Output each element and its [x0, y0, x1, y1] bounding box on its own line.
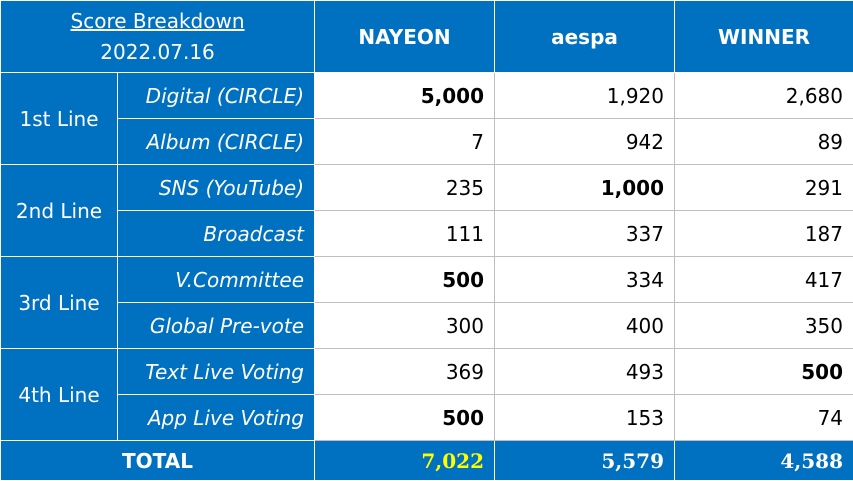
score-cell: 493	[495, 349, 675, 395]
table-row: 2nd Line SNS (YouTube) 235 1,000 291	[1, 165, 853, 211]
score-cell: 7	[315, 119, 495, 165]
table-title: Score Breakdown	[1, 6, 314, 37]
artist-header-winner: WINNER	[675, 1, 853, 73]
table-date: 2022.07.16	[1, 37, 314, 68]
score-cell: 153	[495, 395, 675, 441]
table-row: Broadcast 111 337 187	[1, 211, 853, 257]
line-label-3: 3rd Line	[1, 257, 118, 349]
score-cell: 500	[315, 257, 495, 303]
score-cell: 187	[675, 211, 853, 257]
score-cell: 369	[315, 349, 495, 395]
score-cell: 111	[315, 211, 495, 257]
header-row: Score Breakdown 2022.07.16 NAYEON aespa …	[1, 1, 853, 73]
category-label: V.Committee	[118, 257, 315, 303]
category-label: SNS (YouTube)	[118, 165, 315, 211]
score-cell: 74	[675, 395, 853, 441]
score-cell: 400	[495, 303, 675, 349]
category-label: Text Live Voting	[118, 349, 315, 395]
category-label: Album (CIRCLE)	[118, 119, 315, 165]
table-row: 4th Line Text Live Voting 369 493 500	[1, 349, 853, 395]
score-cell: 350	[675, 303, 853, 349]
score-cell: 1,920	[495, 73, 675, 119]
total-aespa: 5,579	[495, 441, 675, 481]
artist-header-aespa: aespa	[495, 1, 675, 73]
category-label: App Live Voting	[118, 395, 315, 441]
score-cell: 334	[495, 257, 675, 303]
score-cell: 2,680	[675, 73, 853, 119]
total-label: TOTAL	[1, 441, 315, 481]
line-label-4: 4th Line	[1, 349, 118, 441]
category-label: Digital (CIRCLE)	[118, 73, 315, 119]
score-cell: 5,000	[315, 73, 495, 119]
line-label-2: 2nd Line	[1, 165, 118, 257]
score-cell: 500	[675, 349, 853, 395]
table-row: 1st Line Digital (CIRCLE) 5,000 1,920 2,…	[1, 73, 853, 119]
score-cell: 942	[495, 119, 675, 165]
score-cell: 417	[675, 257, 853, 303]
score-cell: 500	[315, 395, 495, 441]
score-cell: 89	[675, 119, 853, 165]
score-cell: 300	[315, 303, 495, 349]
total-nayeon: 7,022	[315, 441, 495, 481]
table-row: Album (CIRCLE) 7 942 89	[1, 119, 853, 165]
score-cell: 291	[675, 165, 853, 211]
table-row: 3rd Line V.Committee 500 334 417	[1, 257, 853, 303]
score-cell: 235	[315, 165, 495, 211]
total-row: TOTAL 7,022 5,579 4,588	[1, 441, 853, 481]
category-label: Broadcast	[118, 211, 315, 257]
score-cell: 1,000	[495, 165, 675, 211]
title-cell: Score Breakdown 2022.07.16	[1, 1, 315, 73]
line-label-1: 1st Line	[1, 73, 118, 165]
artist-header-nayeon: NAYEON	[315, 1, 495, 73]
table-row: App Live Voting 500 153 74	[1, 395, 853, 441]
table-row: Global Pre-vote 300 400 350	[1, 303, 853, 349]
category-label: Global Pre-vote	[118, 303, 315, 349]
total-winner: 4,588	[675, 441, 853, 481]
score-cell: 337	[495, 211, 675, 257]
